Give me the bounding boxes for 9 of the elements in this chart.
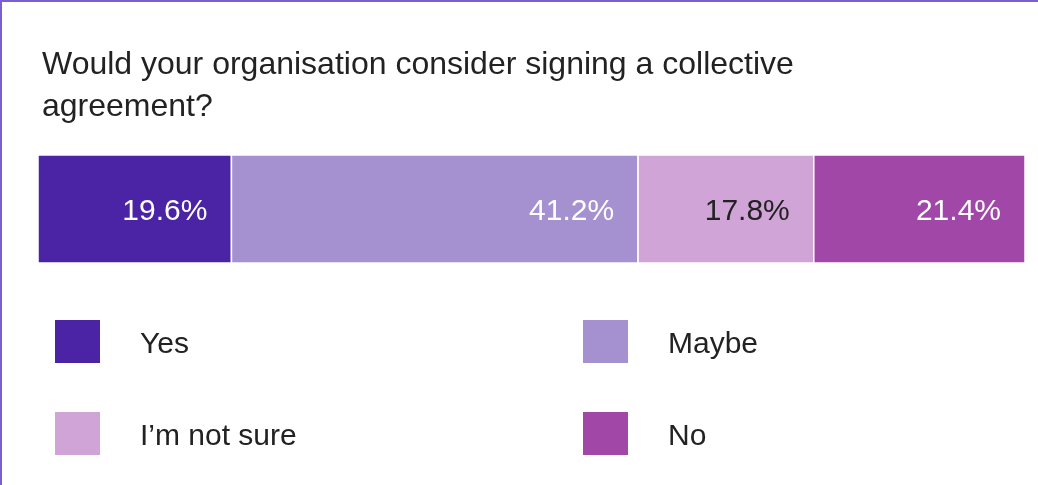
legend-label: Yes xyxy=(140,325,189,359)
data-label: 17.8% xyxy=(704,192,790,226)
text: Maybe xyxy=(668,325,759,359)
data-label: 21.4% xyxy=(915,192,1001,226)
data-label: 41.2% xyxy=(529,192,615,226)
legend-label: I’m not sure xyxy=(140,417,297,451)
legend-label: No xyxy=(668,417,707,451)
data-label: 19.6% xyxy=(122,192,208,226)
chart-title: Would your organisation consider signing a collective agreement? xyxy=(42,45,794,123)
